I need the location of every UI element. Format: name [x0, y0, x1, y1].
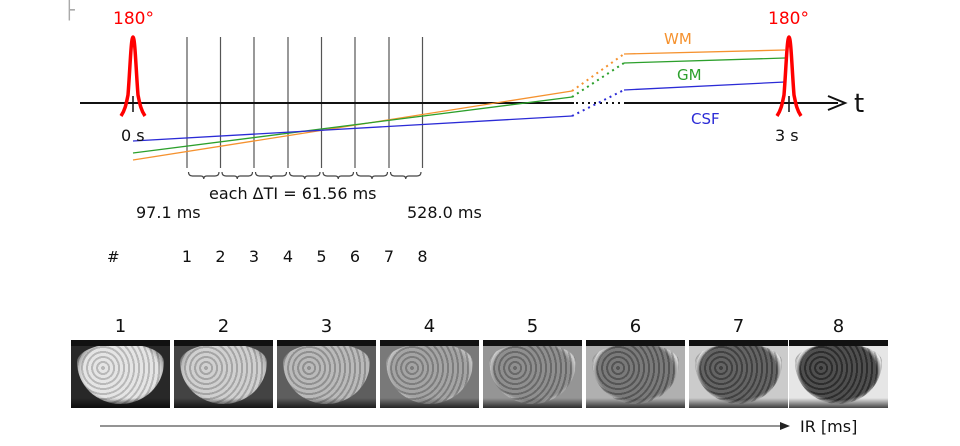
index-number: 2 [215, 247, 225, 266]
mri-thumbnail [71, 340, 170, 408]
ti-brace [355, 171, 389, 180]
spinal-cord-cross-section [77, 344, 164, 404]
axis-label-t: t [854, 89, 864, 119]
pulse-label-0: 180° [113, 9, 154, 29]
pulse-label-1: 180° [768, 9, 809, 29]
thumbnail-top-band [483, 340, 582, 346]
thumbnail-label: 8 [832, 316, 845, 337]
thumbnail-top-band [789, 340, 888, 346]
ir-axis: IR [ms] [100, 417, 857, 436]
spinal-cord-cross-section [180, 344, 267, 404]
spinal-cord-cross-section [489, 344, 576, 404]
index-number: 7 [384, 247, 394, 266]
curve-csf-recovery [623, 81, 786, 91]
thumbnail-label: 4 [423, 316, 436, 337]
spinal-cord-cross-section [283, 344, 370, 404]
index-numbers: 1 2 3 4 5 6 7 8 [182, 247, 428, 266]
magnetization-curves [132, 49, 786, 161]
index-number: 5 [316, 247, 326, 266]
thumbnail-bottom-shade [789, 398, 888, 408]
mri-thumbnail [380, 340, 479, 408]
thumbnail-bottom-shade [71, 398, 170, 408]
ti-brace [221, 171, 254, 180]
curve-gm [132, 96, 573, 154]
ti-brace [254, 171, 288, 180]
ti-brace [187, 171, 220, 180]
last-ti-label: 528.0 ms [407, 203, 482, 222]
index-number: 1 [182, 247, 192, 266]
tissue-label-gm: GM [677, 66, 702, 84]
mri-thumbnail [586, 340, 685, 408]
thumbnail-label: 2 [217, 316, 230, 337]
index-number: 8 [417, 247, 427, 266]
mri-thumbnail [174, 340, 273, 408]
inversion-pulse-1: 180° 3 s [768, 9, 809, 145]
spinal-cord-cross-section [592, 344, 679, 404]
first-ti-label: 97.1 ms [136, 203, 201, 222]
thumbnail-bottom-shade [380, 398, 479, 408]
thumbnail-bottom-shade [586, 398, 685, 408]
tissue-label-csf: CSF [691, 110, 720, 128]
thumbnail-top-band [689, 340, 788, 346]
thumbnail-top-band [380, 340, 479, 346]
mri-thumbnail [277, 340, 376, 408]
thumbnail-label: 5 [526, 316, 539, 337]
spinal-cord-cross-section [386, 344, 473, 404]
ti-interval-braces [187, 171, 422, 180]
thumbnail-label: 7 [732, 316, 745, 337]
inversion-pulse-0: 180° 0 s [113, 9, 154, 145]
thumbnail-bottom-shade [689, 398, 788, 408]
thumbnail-label: 1 [114, 316, 127, 337]
time-label-0: 0 s [121, 126, 145, 145]
thumbnail-top-band [277, 340, 376, 346]
ir-axis-label: IR [ms] [800, 417, 857, 436]
thumbnail-top-band [71, 340, 170, 346]
thumbnail-top-band [586, 340, 685, 346]
mri-thumbnail [789, 340, 888, 408]
thumbnail-bottom-shade [483, 398, 582, 408]
mri-thumbnail [483, 340, 582, 408]
time-axis: t [80, 89, 864, 119]
curve-csf [132, 115, 573, 142]
tissue-label-wm: WM [664, 30, 692, 48]
thumbnail-label: 3 [320, 316, 333, 337]
curve-wm-recovery [623, 49, 786, 55]
index-number: 4 [283, 247, 293, 266]
spinal-cord-cross-section [695, 344, 782, 404]
thumbnail-top-band [174, 340, 273, 346]
thumbnail-bottom-shade [174, 398, 273, 408]
curve-gm-recovery [623, 57, 786, 64]
thumbnail-label: 6 [629, 316, 642, 337]
index-number: 3 [249, 247, 259, 266]
thumbnail-bottom-shade [277, 398, 376, 408]
curve-csf-dotted [571, 89, 625, 117]
axis-arrowhead-icon [827, 95, 848, 111]
ti-brace [389, 171, 422, 180]
curve-gm-dotted [571, 62, 625, 98]
spinal-cord-cross-section [795, 344, 882, 404]
index-header: # [107, 248, 120, 266]
ti-brace [288, 171, 321, 180]
delta-ti-label: each ΔTI = 61.56 ms [209, 184, 377, 203]
index-number: 6 [350, 247, 360, 266]
ir-arrowhead-icon [780, 422, 790, 430]
mri-thumbnail [689, 340, 788, 408]
ti-brace [322, 171, 355, 180]
curve-wm-dotted [571, 53, 625, 92]
time-label-1: 3 s [775, 126, 799, 145]
corner-glyph: ├ [64, 0, 76, 21]
